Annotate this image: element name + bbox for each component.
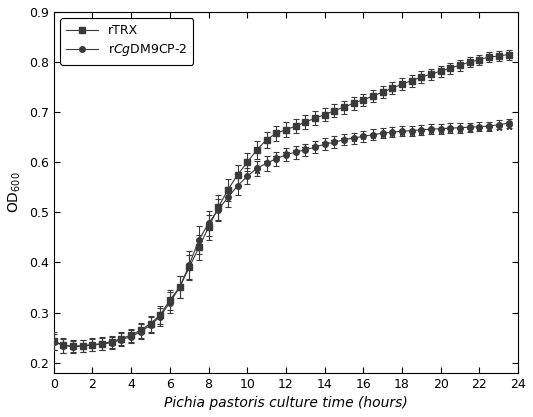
Legend: rTRX, r$\it{Cg}$DM9CP-2: rTRX, r$\it{Cg}$DM9CP-2: [60, 18, 193, 65]
Y-axis label: OD$_{600}$: OD$_{600}$: [7, 171, 23, 213]
X-axis label: Pichia pastoris culture time (hours): Pichia pastoris culture time (hours): [164, 396, 408, 410]
